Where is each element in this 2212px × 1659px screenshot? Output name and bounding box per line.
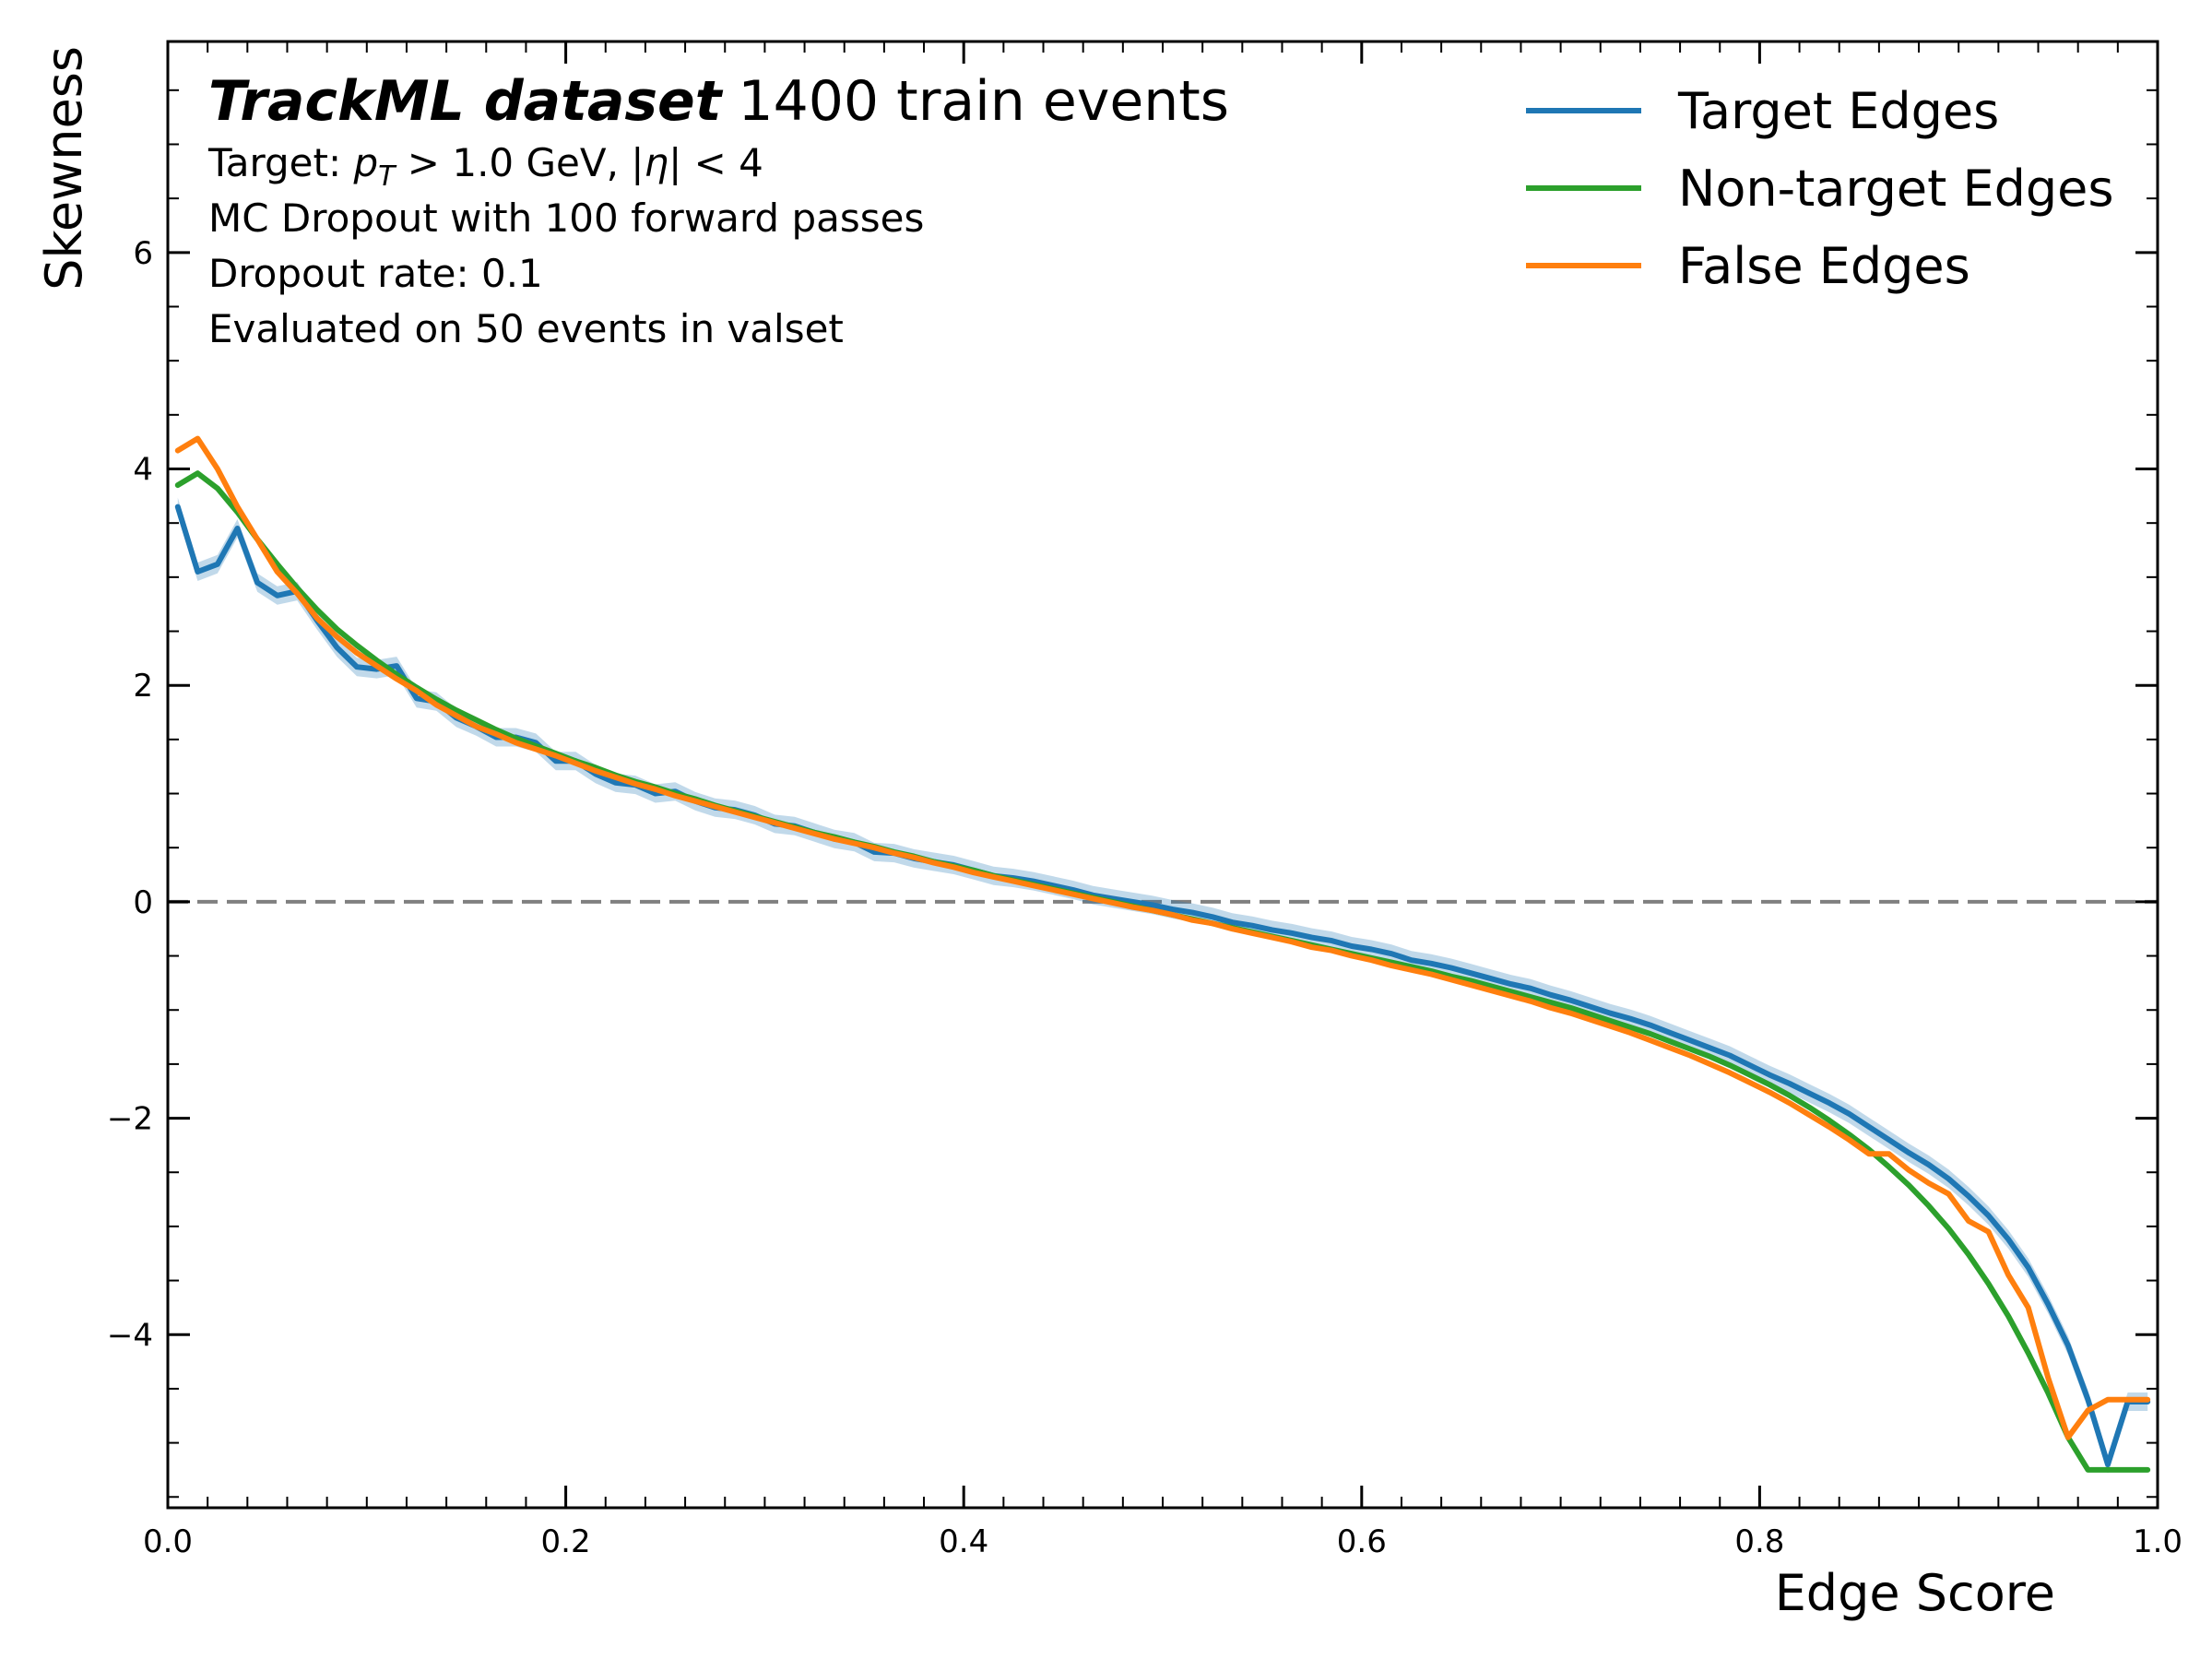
y-tick-label: −4 [107, 1317, 153, 1354]
plot-area [168, 435, 2158, 1475]
annotation-title-bold: TrackML dataset [208, 69, 724, 134]
y-tick-label: 6 [133, 235, 153, 272]
annotation-evaluated: Evaluated on 50 events in valset [208, 306, 844, 351]
y-axis-label: Skewness [35, 46, 93, 290]
x-tick-label: 0.8 [1734, 1523, 1784, 1560]
annotation-title: TrackML dataset 1400 train events [208, 69, 1229, 134]
annotation-target-end: | < 4 [668, 140, 763, 185]
y-tick-label: 2 [133, 668, 153, 705]
legend-label-false-edges: False Edges [1678, 237, 1970, 295]
axis-ticks: 0.0 0.2 0.4 0.6 0.8 1.0 −4 −2 0 2 4 6 [107, 41, 2182, 1560]
annotation-pt-subscript: T [378, 160, 397, 193]
annotation-pt-symbol: p [352, 140, 378, 185]
annotation-dropout-rate: Dropout rate: 0.1 [208, 251, 543, 296]
annotation-target-line: Target: pT > 1.0 GeV, |η| < 4 [207, 140, 763, 193]
legend-label-non-target-edges: Non-target Edges [1678, 160, 2114, 218]
annotation-eta-symbol: η [644, 140, 668, 185]
x-axis-label: Edge Score [1775, 1564, 2055, 1622]
y-tick-label: 0 [133, 884, 153, 921]
plot-series-group [168, 435, 2158, 1475]
annotation-block: TrackML dataset 1400 train events Target:… [207, 69, 1229, 351]
x-tick-label: 0.0 [143, 1523, 193, 1560]
annotation-title-rest: 1400 train events [738, 69, 1229, 134]
annotation-target-mid: > 1.0 GeV, | [395, 140, 644, 185]
x-tick-label: 1.0 [2133, 1523, 2182, 1560]
x-tick-label: 0.4 [939, 1523, 988, 1560]
series-line-false-edges [174, 435, 2151, 1440]
legend: Target Edges Non-target Edges False Edges [1526, 82, 2114, 295]
annotation-mc-dropout: MC Dropout with 100 forward passes [208, 196, 924, 241]
x-tick-label: 0.2 [541, 1523, 591, 1560]
x-tick-label: 0.6 [1337, 1523, 1387, 1560]
y-tick-label: 4 [133, 452, 153, 489]
annotation-target-prefix: Target: [207, 140, 353, 185]
legend-label-target-edges: Target Edges [1677, 82, 1999, 140]
y-tick-label: −2 [107, 1101, 153, 1138]
